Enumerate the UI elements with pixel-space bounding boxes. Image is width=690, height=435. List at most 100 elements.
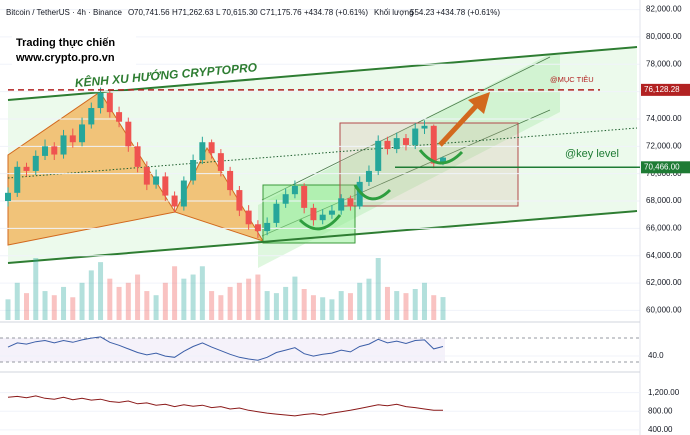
volume-bar — [255, 274, 261, 320]
inner-channel-line — [261, 56, 551, 201]
candle-body — [440, 157, 446, 164]
rsi-line — [7, 336, 444, 361]
volume-change: +434.78 (+0.61%) — [436, 8, 500, 17]
volume-bar — [384, 286, 390, 320]
y-tick-label: 62,000.00 — [646, 278, 682, 287]
volume-bar — [181, 278, 187, 320]
header: Bitcoin / TetherUS · 4h · Binance O 70,741… — [6, 8, 500, 17]
volume-bar — [264, 291, 270, 320]
level-label-box — [641, 83, 690, 96]
level-name: @key level — [565, 148, 619, 160]
volume-bar — [227, 286, 233, 320]
range-box — [339, 122, 519, 207]
volume-bar — [61, 286, 67, 320]
ohlc-value: 71,175.76 — [266, 8, 302, 17]
volume-bar — [24, 293, 30, 320]
level-label-box — [641, 161, 690, 174]
volume-bar — [5, 299, 11, 320]
volume-bar — [33, 258, 39, 320]
watermark: www.crypto.pro.vn — [15, 52, 115, 64]
candle-body — [51, 146, 58, 155]
level-name: @MỤC TIÊU — [550, 75, 594, 84]
symbol: Bitcoin / TetherUS · 4h · Binance — [6, 8, 122, 17]
volume-bar — [153, 295, 159, 320]
candle-body — [79, 124, 86, 143]
candle-body — [162, 176, 169, 196]
candle-body — [347, 198, 354, 207]
volume-bar — [70, 297, 76, 320]
ohlc-value: 70,615.30 — [222, 8, 258, 17]
y-tick-label: 68,000.00 — [646, 196, 682, 205]
y-tick-label: 78,000.00 — [646, 59, 682, 68]
candle-body — [236, 190, 243, 211]
ohlc-key: O — [128, 8, 134, 17]
ohlc-key: H — [172, 8, 178, 17]
volume-bar — [116, 286, 122, 320]
volume-value: 554.23 — [410, 8, 435, 17]
candle-body — [356, 181, 363, 207]
volume-bar — [310, 295, 316, 320]
cup-curve — [418, 149, 464, 165]
candle-body — [14, 166, 21, 193]
volume-bar — [14, 282, 20, 320]
candle-body — [375, 140, 382, 171]
candle-body — [153, 176, 160, 185]
candle-body — [134, 146, 141, 167]
volume-bar — [292, 276, 298, 320]
candle-body — [393, 138, 400, 150]
cup-curve — [298, 214, 342, 231]
volume-bar — [79, 282, 85, 320]
candle-body — [125, 121, 132, 147]
candle-body — [5, 192, 11, 202]
candle-body — [301, 185, 308, 208]
candle-body — [365, 170, 372, 182]
candle-body — [190, 160, 197, 181]
watermark-box — [12, 33, 136, 67]
level-label: 70,466.00 — [644, 162, 680, 171]
midline — [7, 127, 638, 179]
volume-bar — [88, 270, 94, 320]
candle-body — [402, 138, 409, 145]
candle-body — [106, 92, 113, 113]
volume-bar — [98, 262, 104, 320]
volume-bar — [440, 297, 446, 320]
volume-bar — [135, 274, 141, 320]
candle-body — [60, 135, 67, 155]
candle-body — [264, 222, 271, 232]
arrow — [438, 102, 480, 147]
candle-body — [88, 108, 95, 125]
volume-bar — [375, 258, 381, 320]
volume-bar — [199, 266, 205, 320]
volume-bar — [125, 282, 131, 320]
candle-body — [116, 112, 123, 122]
candle-body — [282, 194, 289, 204]
candle-body — [143, 166, 150, 185]
candle-body — [273, 203, 280, 223]
candle-body — [217, 153, 224, 171]
level-label: 76,128.28 — [644, 85, 680, 94]
candle-body — [171, 195, 178, 207]
oscillator-line — [7, 395, 443, 417]
volume-bar — [320, 297, 326, 320]
ohlc-value: 70,741.56 — [134, 8, 170, 17]
y-tick-label: 82,000.00 — [646, 5, 682, 14]
ohlc-key: C — [260, 8, 266, 17]
ohlc-key: L — [216, 8, 221, 17]
volume-label: Khối lượng — [374, 8, 414, 17]
change: +434.78 (+0.61%) — [304, 8, 368, 17]
volume-bar — [329, 299, 335, 320]
volume-bar — [190, 274, 196, 320]
candle-body — [42, 146, 49, 156]
volume-bar — [338, 291, 344, 320]
volume-bar — [394, 291, 400, 320]
volume-bar — [366, 278, 372, 320]
y-tick-label: 80,000.00 — [646, 32, 682, 41]
candle-body — [32, 155, 39, 171]
y-tick-label: 800.00 — [648, 406, 673, 415]
volume-bar — [283, 286, 289, 320]
y-tick-label: 74,000.00 — [646, 114, 682, 123]
candle-body — [291, 185, 298, 195]
candle-body — [412, 128, 419, 145]
volume-bar — [431, 295, 437, 320]
volume-bar — [273, 293, 279, 320]
